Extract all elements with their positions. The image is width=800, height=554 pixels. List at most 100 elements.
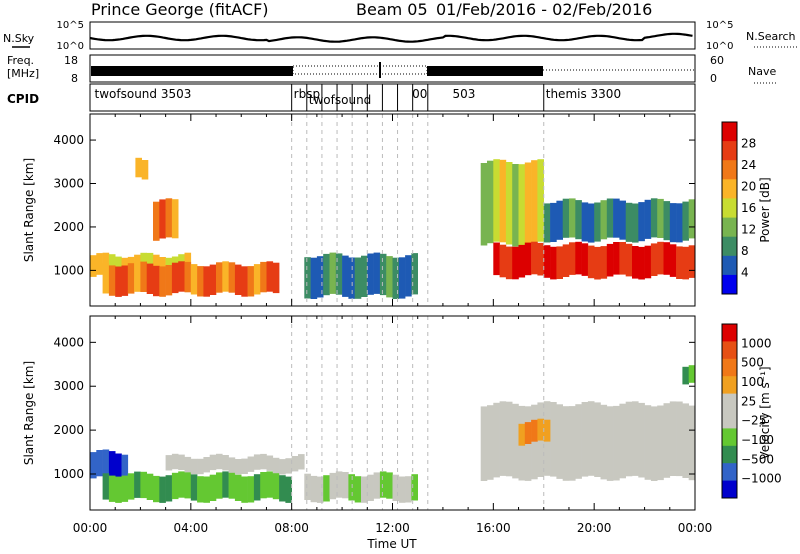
echo-cell (625, 243, 633, 277)
colorbar-swatch (722, 255, 737, 276)
echo-cell (505, 246, 513, 280)
colorbar-tick-label: 20 (741, 180, 756, 194)
echo-cell (493, 242, 500, 276)
power-colorbar-label: Power [dB] (758, 177, 772, 242)
echo-cell (241, 476, 248, 503)
echo-cell (524, 162, 532, 245)
echo-cell (146, 473, 154, 500)
echo-cell (108, 475, 116, 502)
echo-cell (676, 401, 683, 477)
echo-cell (203, 266, 210, 297)
echo-cell (141, 160, 149, 180)
echo-cell (159, 199, 166, 239)
echo-cell (361, 476, 368, 503)
echo-cell (153, 265, 160, 297)
echo-cell (222, 455, 229, 471)
echo-cell (90, 452, 97, 479)
echo-cell (197, 458, 204, 475)
echo-cell (499, 244, 507, 278)
echo-cell (310, 475, 318, 503)
echo-cell (575, 404, 582, 479)
echo-cell (512, 246, 519, 280)
echo-cell (96, 253, 103, 275)
echo-cell (329, 252, 337, 294)
echo-cell (682, 366, 689, 385)
echo-cell (562, 198, 570, 238)
echo-cell (550, 202, 557, 242)
echo-cell (505, 162, 513, 245)
echo-cell (197, 476, 204, 503)
echo-cell (398, 476, 406, 503)
colorbar-swatch (722, 274, 737, 295)
echo-cell (222, 261, 229, 292)
cpid-entry-3: 00 (412, 87, 427, 101)
echo-cell (606, 243, 614, 277)
figure-title: Prince George (fitACF) (91, 0, 269, 19)
echo-cell (682, 201, 689, 241)
echo-cell (228, 472, 236, 499)
echo-cell (688, 405, 696, 481)
echo-cell (550, 402, 557, 477)
echo-cell (171, 199, 179, 239)
echo-cell (556, 246, 563, 279)
echo-cell (619, 403, 626, 479)
echo-cell (354, 476, 362, 503)
echo-cell (178, 261, 185, 292)
echo-cell (140, 471, 147, 499)
echo-cell (676, 246, 683, 279)
echo-cell (260, 472, 267, 499)
echo-cell (108, 265, 116, 296)
colorbar-swatch (722, 324, 737, 342)
echo-cell (121, 475, 129, 502)
velocity-panel: 1000 2000 3000 4000 Slant Range [km] (22, 315, 696, 511)
echo-cell (329, 472, 337, 500)
velocity-x-ticks (89, 316, 696, 510)
colorbar-swatch (722, 236, 737, 257)
y-tick-label: 2000 (53, 220, 84, 234)
echo-cell (253, 454, 261, 470)
echo-cell (644, 245, 652, 279)
freq-tick-top: 18 (64, 54, 78, 67)
colorbar-swatch (722, 341, 737, 360)
echo-cell (153, 475, 160, 503)
echo-cell (134, 261, 141, 292)
echo-cell (209, 474, 217, 501)
colorbar-swatch (722, 217, 737, 238)
date-range: 01/Feb/2016 - 02/Feb/2016 (436, 0, 652, 19)
echo-cell (108, 254, 116, 276)
echo-cell (153, 254, 160, 277)
echo-cell (669, 203, 677, 243)
velocity-colorbar: 1000 500 100 25 −25 −100 −500 −1000 (721, 323, 782, 499)
colorbar-swatch (722, 141, 737, 161)
echo-cell (405, 476, 412, 503)
power-x-ticks (89, 114, 696, 306)
noise-sky-trace (89, 32, 693, 43)
echo-cell (304, 257, 311, 299)
velocity-y-axis-label: Slant Range [km] (22, 361, 36, 465)
echo-cell (575, 200, 582, 240)
echo-cell (228, 262, 236, 293)
echo-cell (146, 263, 154, 294)
power-echo-map (90, 157, 696, 299)
echo-cell (600, 246, 608, 279)
echo-cell (253, 264, 261, 295)
echo-cell (392, 474, 400, 501)
echo-cell (127, 473, 135, 500)
freq-panel-frame (89, 54, 696, 83)
echo-cell (203, 476, 210, 503)
echo-cell (178, 454, 185, 470)
echo-cell (669, 244, 677, 277)
echo-cell (411, 253, 418, 295)
freq-label-line1: Freq. (7, 54, 34, 67)
echo-cell (184, 472, 192, 499)
colorbar-tick-label: 500 (741, 356, 764, 370)
echo-cell (190, 458, 198, 475)
echo-cell (499, 401, 507, 476)
echo-cell (688, 365, 696, 383)
echo-cell (531, 241, 538, 275)
echo-cell (108, 451, 116, 478)
echo-cell (234, 459, 242, 475)
echo-cell (594, 202, 601, 242)
echo-cell (537, 242, 544, 276)
colorbar-tick-label: 16 (741, 201, 756, 215)
